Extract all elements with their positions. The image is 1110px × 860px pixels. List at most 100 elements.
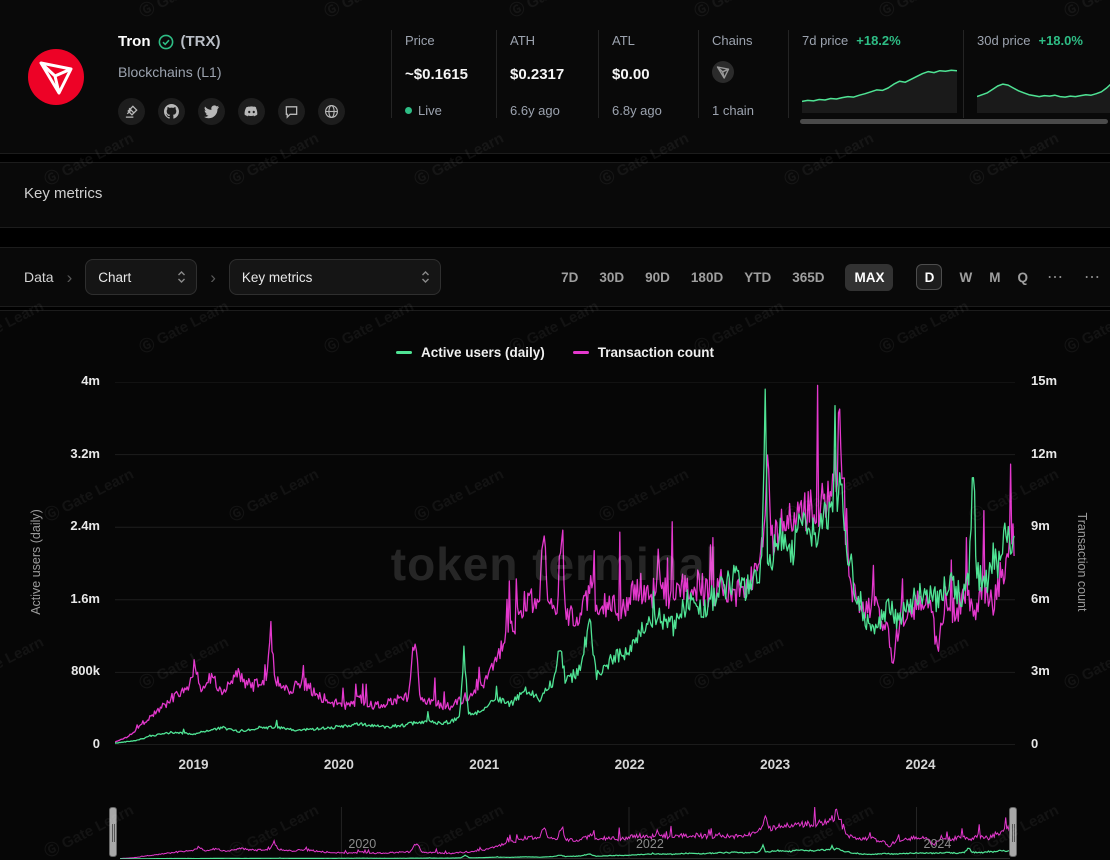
stat-atl-sub: 6.8y ago xyxy=(612,103,662,118)
range-7d[interactable]: 7D xyxy=(561,269,579,285)
granularity-buttons: D W M Q ⋯ ⋯ xyxy=(916,264,1102,290)
stat-atl-value: $0.00 xyxy=(612,66,650,83)
granularity-daily[interactable]: D xyxy=(916,264,943,290)
y-left-tick: 4m xyxy=(81,373,100,388)
y-left-tick: 0 xyxy=(92,736,100,751)
stat-ath-age: 6.6y ago xyxy=(510,103,560,118)
navigator-minimap[interactable] xyxy=(120,807,1010,859)
range-180d[interactable]: 180D xyxy=(690,269,724,285)
live-dot xyxy=(405,107,412,114)
chart-type-select[interactable]: Chart xyxy=(85,259,198,295)
x-tick-year: 2021 xyxy=(469,757,500,772)
navigator-tick-year: 2024 xyxy=(923,837,952,851)
coin-category: Blockchains (L1) xyxy=(118,64,222,80)
chart-panel: Active users (daily) Transaction count 4… xyxy=(0,310,1110,860)
coin-ticker: (TRX) xyxy=(180,33,221,50)
navigator-left-handle[interactable] xyxy=(109,807,117,857)
trend-30d-change: +18.0% xyxy=(1038,33,1083,48)
range-90d[interactable]: 90D xyxy=(645,269,670,285)
forum-link[interactable] xyxy=(278,98,305,125)
range-365d[interactable]: 365D xyxy=(792,269,825,285)
chart-legend: Active users (daily) Transaction count xyxy=(0,345,1110,360)
chain-count: 1 chain xyxy=(712,103,754,118)
y-right-tick: 0 xyxy=(1031,736,1039,751)
coin-title-row: Tron (TRX) xyxy=(118,33,221,50)
y-right-tick: 6m xyxy=(1031,590,1050,606)
x-tick-year: 2023 xyxy=(760,757,791,772)
stat-price-value: ~$0.1615 xyxy=(405,66,468,83)
divider xyxy=(698,30,699,118)
granularity-monthly[interactable]: M xyxy=(989,269,1001,285)
stat-ath-label: ATH xyxy=(510,33,536,48)
sparkline-7d xyxy=(802,69,957,113)
website-link[interactable] xyxy=(318,98,345,125)
y-left-tick: 1.6m xyxy=(70,590,100,606)
y-left-tick: 2.4m xyxy=(70,518,100,534)
chart-toolbar: Data › Chart › Key metrics 7D 30D 90D 18… xyxy=(0,247,1110,307)
forum-chat-icon xyxy=(285,106,298,119)
granularity-overflow-button[interactable]: ⋯ xyxy=(1047,269,1063,286)
twitter-link[interactable] xyxy=(198,98,225,125)
metric-select[interactable]: Key metrics xyxy=(228,259,441,295)
y-right-tick: 3m xyxy=(1031,663,1050,679)
stat-atl-age: 6.8y ago xyxy=(612,103,662,118)
range-max[interactable]: MAX xyxy=(845,263,894,291)
divider xyxy=(963,30,964,118)
x-tick-year: 2024 xyxy=(905,757,936,772)
legend-swatch-magenta xyxy=(572,350,589,355)
y-left-tick: 3.2m xyxy=(70,445,100,461)
x-tick-year: 2022 xyxy=(614,757,645,772)
navigator-tick-year: 2022 xyxy=(635,837,664,851)
website-globe-icon xyxy=(325,105,338,118)
discord-link[interactable] xyxy=(238,98,265,125)
legend-label: Active users (daily) xyxy=(420,345,545,360)
stat-price-sub: Live xyxy=(405,103,442,118)
y-right-tick: 15m xyxy=(1031,373,1058,388)
navigator-right-handle[interactable] xyxy=(1009,807,1017,857)
right-axis-title: Transaction count xyxy=(1075,512,1089,612)
stat-chains-label: Chains xyxy=(712,33,753,48)
governance-link[interactable] xyxy=(118,98,145,125)
coin-name: Tron xyxy=(118,33,151,50)
granularity-weekly[interactable]: W xyxy=(959,269,973,285)
left-axis-title: Active users (daily) xyxy=(29,509,43,615)
stat-chains: Chains 1 chain xyxy=(712,33,804,118)
github-link[interactable] xyxy=(158,98,185,125)
divider xyxy=(598,30,599,118)
range-30d[interactable]: 30D xyxy=(599,269,625,285)
metric-select-value: Key metrics xyxy=(241,269,313,285)
chart-type-value: Chart xyxy=(98,269,132,285)
legend-transaction-count[interactable]: Transaction count xyxy=(572,345,715,360)
tron-logo-icon xyxy=(28,49,84,105)
stat-chains-sub: 1 chain xyxy=(712,103,754,118)
legend-active-users[interactable]: Active users (daily) xyxy=(395,345,545,360)
chevron-right-icon: › xyxy=(66,267,73,287)
divider xyxy=(788,30,789,118)
social-links xyxy=(118,98,345,125)
tron-chain-badge-icon xyxy=(712,61,734,83)
toolbar-overflow-button[interactable]: ⋯ xyxy=(1084,269,1100,286)
x-tick-year: 2020 xyxy=(323,757,354,772)
legend-label: Transaction count xyxy=(597,345,715,360)
updown-chevrons-icon xyxy=(421,271,429,283)
stat-30d-price: 30d price +18.0% xyxy=(977,33,1110,113)
x-tick-year: 2019 xyxy=(178,757,209,772)
stat-ath: ATH $0.2317 6.6y ago xyxy=(510,33,602,118)
coin-header: Tron (TRX) Blockchains (L1) xyxy=(0,0,1110,154)
trend-7d-row: 7d price +18.2% xyxy=(802,33,962,48)
stats-scrollbar[interactable] xyxy=(800,119,1108,124)
trend-30d-label: 30d price xyxy=(977,33,1031,48)
stat-atl-label: ATL xyxy=(612,33,635,48)
y-right-tick: 12m xyxy=(1031,445,1058,461)
section-title: Key metrics xyxy=(24,185,103,202)
stat-atl: ATL $0.00 6.8y ago xyxy=(612,33,704,118)
legend-swatch-green xyxy=(395,350,412,355)
stat-ath-sub: 6.6y ago xyxy=(510,103,560,118)
discord-icon xyxy=(244,106,258,117)
main-chart-plot[interactable] xyxy=(115,382,1015,745)
navigator-tick-year: 2020 xyxy=(348,837,377,851)
range-ytd[interactable]: YTD xyxy=(744,269,772,285)
granularity-quarterly[interactable]: Q xyxy=(1017,269,1028,285)
breadcrumb-data[interactable]: Data xyxy=(24,269,54,285)
divider xyxy=(496,30,497,118)
